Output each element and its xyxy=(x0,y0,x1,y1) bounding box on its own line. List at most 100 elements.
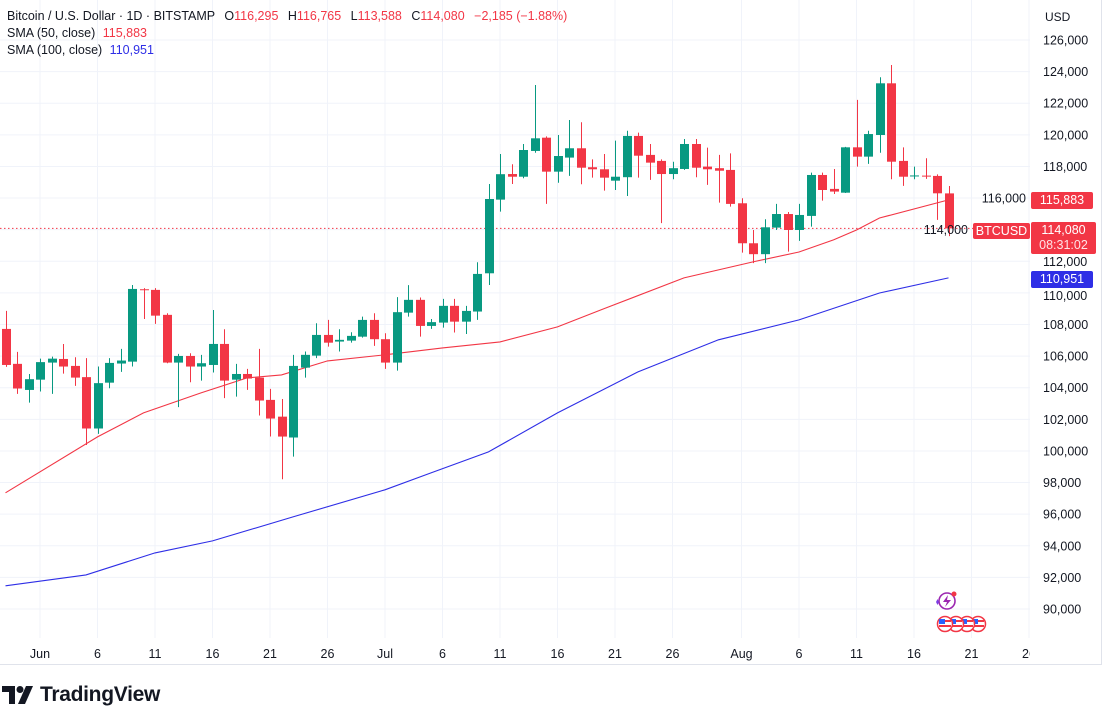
candle[interactable] xyxy=(531,85,540,153)
candle[interactable] xyxy=(600,153,609,191)
candle[interactable] xyxy=(381,333,390,369)
y-tick-label: 102,000 xyxy=(1043,413,1088,427)
candle[interactable] xyxy=(243,368,252,390)
candle[interactable] xyxy=(128,284,137,367)
candle[interactable] xyxy=(669,161,678,180)
candle-body xyxy=(48,358,57,363)
candle[interactable] xyxy=(48,356,57,394)
candle[interactable] xyxy=(726,153,735,207)
currency-label[interactable]: USD xyxy=(1045,10,1071,24)
candle[interactable] xyxy=(910,166,919,180)
candle[interactable] xyxy=(266,388,275,437)
sma50-value: 115,883 xyxy=(102,26,147,40)
candle[interactable] xyxy=(278,398,287,480)
candle[interactable] xyxy=(255,348,264,416)
candle[interactable] xyxy=(818,172,827,201)
candle[interactable] xyxy=(335,329,344,352)
candle[interactable] xyxy=(301,351,310,378)
candle[interactable] xyxy=(358,316,367,338)
candle[interactable] xyxy=(450,298,459,333)
candle-body xyxy=(749,243,758,255)
lightning-event-icon[interactable] xyxy=(936,591,957,610)
candle[interactable] xyxy=(347,332,356,343)
sma100-price-badge: 110,951 xyxy=(1031,271,1093,288)
candle[interactable] xyxy=(807,172,816,227)
candle[interactable] xyxy=(197,354,206,381)
candle[interactable] xyxy=(174,353,183,408)
candle[interactable] xyxy=(876,77,885,153)
legend-sma50[interactable]: SMA (50, close) 115,883 xyxy=(7,26,147,41)
candle[interactable] xyxy=(485,183,494,285)
candle[interactable] xyxy=(749,229,758,264)
events-markers[interactable] xyxy=(930,590,1000,636)
candle[interactable] xyxy=(105,358,114,389)
candle[interactable] xyxy=(508,164,517,184)
candle[interactable] xyxy=(519,144,528,179)
candle[interactable] xyxy=(772,203,781,230)
candle[interactable] xyxy=(473,262,482,320)
candle[interactable] xyxy=(784,211,793,252)
candle[interactable] xyxy=(220,329,229,399)
candle[interactable] xyxy=(312,323,321,359)
candle[interactable] xyxy=(496,153,505,212)
candle[interactable] xyxy=(841,146,850,193)
candle[interactable] xyxy=(680,138,689,170)
candle[interactable] xyxy=(565,119,574,176)
candle[interactable] xyxy=(13,351,22,394)
candle[interactable] xyxy=(623,130,632,197)
candle[interactable] xyxy=(795,203,804,241)
candle[interactable] xyxy=(151,288,160,324)
candle[interactable] xyxy=(945,185,954,237)
legend-symbol[interactable]: Bitcoin / U.S. Dollar · 1D · BITSTAMP xyxy=(7,9,215,23)
candle[interactable] xyxy=(922,158,931,179)
candle[interactable] xyxy=(703,147,712,185)
candle[interactable] xyxy=(554,134,563,183)
price-chart[interactable]: Jun 6 11 16 21 26 Jul 6 11 16 21 26 Aug 6 11 16 21 26 126,… xyxy=(0,0,1102,665)
candle[interactable] xyxy=(611,140,620,190)
candle-body xyxy=(807,174,816,216)
candle[interactable] xyxy=(887,64,896,180)
candle[interactable] xyxy=(634,132,643,178)
candle[interactable] xyxy=(289,354,298,457)
candle[interactable] xyxy=(370,313,379,346)
candle[interactable] xyxy=(864,130,873,164)
candle[interactable] xyxy=(59,343,68,374)
candle[interactable] xyxy=(324,319,333,347)
candle[interactable] xyxy=(588,159,597,178)
symbol-tag: BTCUSD xyxy=(973,223,1030,239)
candle[interactable] xyxy=(163,313,172,364)
candle[interactable] xyxy=(416,297,425,337)
candle[interactable] xyxy=(393,297,402,371)
candle[interactable] xyxy=(692,138,701,178)
us-flag-event-icon[interactable] xyxy=(936,615,987,633)
tradingview-logo[interactable]: TradingView xyxy=(2,683,160,707)
candle[interactable] xyxy=(186,353,195,383)
candle[interactable] xyxy=(82,358,91,445)
candle[interactable] xyxy=(232,363,241,397)
legend-sma100[interactable]: SMA (100, close) 110,951 xyxy=(7,43,154,58)
candle[interactable] xyxy=(2,310,11,367)
candle[interactable] xyxy=(117,348,126,372)
y-tick-label: 114,000 xyxy=(924,223,968,237)
candle[interactable] xyxy=(462,305,471,334)
candle[interactable] xyxy=(646,144,655,180)
candle[interactable] xyxy=(209,309,218,373)
candle[interactable] xyxy=(761,219,770,264)
candle[interactable] xyxy=(71,357,80,386)
candle[interactable] xyxy=(25,373,34,403)
candle[interactable] xyxy=(738,198,747,253)
candle[interactable] xyxy=(36,358,45,392)
candle[interactable] xyxy=(830,168,839,194)
candle[interactable] xyxy=(427,318,436,329)
candle[interactable] xyxy=(404,285,413,317)
candle[interactable] xyxy=(439,298,448,328)
candle[interactable] xyxy=(542,136,551,204)
candle[interactable] xyxy=(577,122,586,185)
candle[interactable] xyxy=(899,147,908,186)
candle[interactable] xyxy=(657,159,666,224)
candle[interactable] xyxy=(933,174,942,220)
candle[interactable] xyxy=(715,154,724,203)
candle[interactable] xyxy=(853,99,862,167)
candle[interactable] xyxy=(140,288,149,319)
candle[interactable] xyxy=(94,366,103,434)
